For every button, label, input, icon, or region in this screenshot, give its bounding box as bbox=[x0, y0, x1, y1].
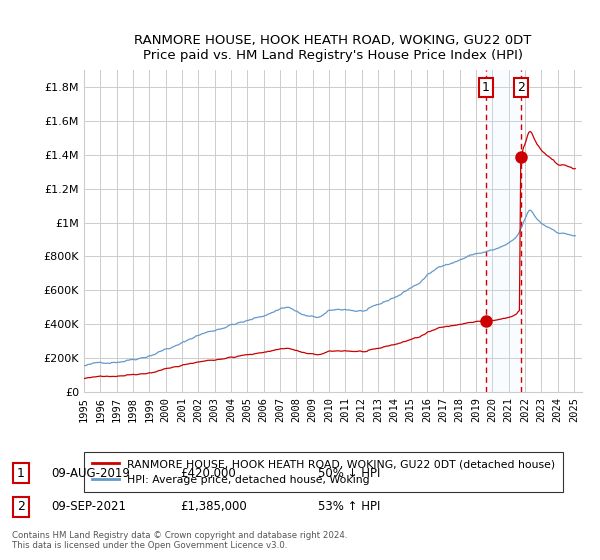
Text: 09-SEP-2021: 09-SEP-2021 bbox=[51, 500, 126, 514]
Text: 1: 1 bbox=[482, 81, 490, 94]
Bar bbox=[485, 70, 521, 392]
Legend: RANMORE HOUSE, HOOK HEATH ROAD, WOKING, GU22 0DT (detached house), HPI: Average : RANMORE HOUSE, HOOK HEATH ROAD, WOKING, … bbox=[84, 451, 563, 492]
Text: 09-AUG-2019: 09-AUG-2019 bbox=[51, 466, 130, 480]
Text: Contains HM Land Registry data © Crown copyright and database right 2024.
This d: Contains HM Land Registry data © Crown c… bbox=[12, 530, 347, 550]
Text: 53% ↑ HPI: 53% ↑ HPI bbox=[318, 500, 380, 514]
Text: 2: 2 bbox=[517, 81, 525, 94]
Text: £1,385,000: £1,385,000 bbox=[180, 500, 247, 514]
Text: 50% ↓ HPI: 50% ↓ HPI bbox=[318, 466, 380, 480]
Text: £420,000: £420,000 bbox=[180, 466, 236, 480]
Text: 2: 2 bbox=[17, 500, 25, 514]
Text: 1: 1 bbox=[17, 466, 25, 480]
Title: RANMORE HOUSE, HOOK HEATH ROAD, WOKING, GU22 0DT
Price paid vs. HM Land Registry: RANMORE HOUSE, HOOK HEATH ROAD, WOKING, … bbox=[134, 34, 532, 62]
